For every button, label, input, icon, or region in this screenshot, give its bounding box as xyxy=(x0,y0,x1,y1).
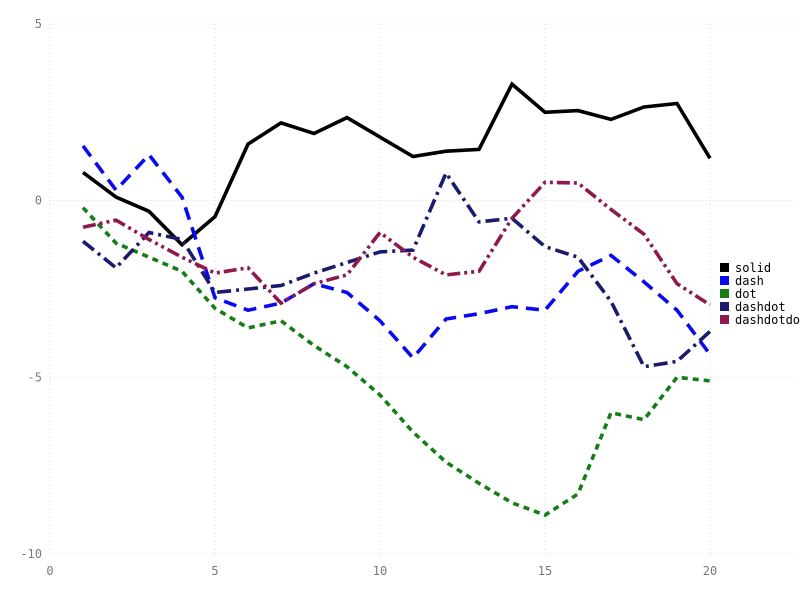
y-tick-label: -5 xyxy=(28,370,42,384)
legend-label-dashdotdot: dashdotdot xyxy=(735,313,800,327)
legend-label-dashdot: dashdot xyxy=(735,300,786,314)
legend-item-dash: dash xyxy=(720,274,764,288)
legend: soliddashdotdashdotdashdotdot xyxy=(720,261,800,327)
y-tick-label: 0 xyxy=(35,194,42,208)
x-tick-label: 0 xyxy=(46,564,53,578)
x-tick-label: 15 xyxy=(538,564,552,578)
series-layer xyxy=(81,81,712,518)
legend-item-solid: solid xyxy=(720,261,771,275)
legend-label-solid: solid xyxy=(735,261,771,275)
y-tick-label: 5 xyxy=(35,17,42,31)
legend-item-dot: dot xyxy=(720,287,757,301)
legend-swatch-dashdot xyxy=(720,302,729,311)
series-dashdotdot-line xyxy=(82,180,711,307)
series-dash-line xyxy=(81,144,712,361)
legend-swatch-dashdotdot xyxy=(720,315,729,324)
legend-label-dash: dash xyxy=(735,274,764,288)
legend-swatch-solid xyxy=(720,263,729,272)
legend-label-dot: dot xyxy=(735,287,757,301)
series-dot-line xyxy=(81,206,711,518)
x-tick-label: 5 xyxy=(211,564,218,578)
axis-tick-labels: 5 0 -5 -10 0 5 10 15 20 xyxy=(20,17,717,578)
legend-swatch-dash xyxy=(720,276,729,285)
legend-item-dashdotdot: dashdotdot xyxy=(720,313,800,327)
y-tick-label: -10 xyxy=(20,547,42,561)
legend-swatch-dot xyxy=(720,289,729,298)
series-solid-line xyxy=(81,81,712,248)
x-tick-label: 20 xyxy=(703,564,717,578)
x-tick-label: 10 xyxy=(373,564,387,578)
legend-item-dashdot: dashdot xyxy=(720,300,786,314)
